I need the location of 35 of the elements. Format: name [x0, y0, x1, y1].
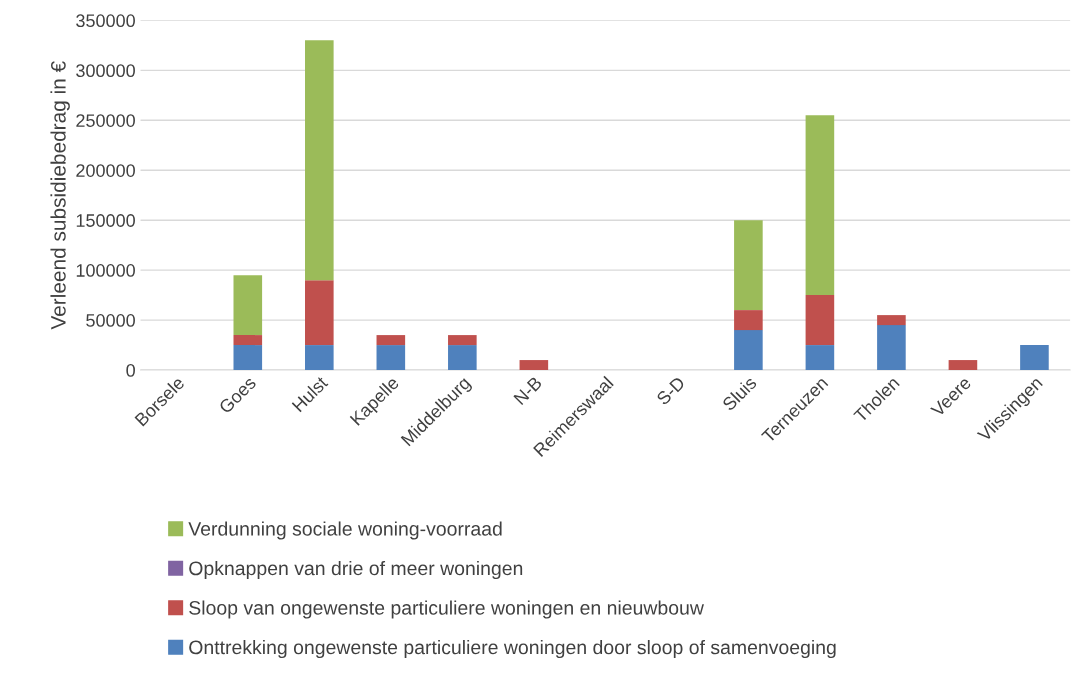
y-tick-label: 200000 — [76, 164, 135, 177]
bar — [305, 345, 334, 371]
bar — [448, 335, 477, 346]
y-tick-label: 0 — [126, 363, 135, 377]
bar — [877, 325, 906, 371]
bar — [1020, 345, 1049, 371]
bar — [734, 330, 763, 371]
bar — [948, 360, 978, 371]
bar — [805, 345, 835, 371]
bar — [734, 310, 763, 331]
bar — [734, 220, 763, 311]
y-tick-label: 100000 — [76, 264, 135, 277]
y-tick-label: 50000 — [86, 314, 135, 327]
y-tick-label: 350000 — [76, 14, 135, 28]
y-tick-label: 250000 — [76, 114, 135, 127]
bar — [877, 315, 906, 326]
bar — [448, 345, 477, 371]
y-tick-label: 150000 — [76, 214, 135, 227]
bar — [519, 360, 549, 371]
bar — [233, 335, 263, 346]
bar — [376, 335, 406, 346]
legend-label: Onttrekking ongewenste particuliere woningen door sloop of samenvoeging — [189, 639, 836, 659]
legend-label: Sloop van ongewenste particuliere woningen en nieuwbouw — [189, 600, 704, 619]
x-tick-label: S-D — [655, 375, 686, 406]
bar — [233, 275, 263, 336]
bar — [305, 280, 334, 346]
y-tick-label: 300000 — [76, 64, 135, 78]
legend-label: Opknappen van drie of meer woningen — [189, 560, 523, 580]
y-axis-title: Verleend subsidiebedrag in € — [50, 61, 70, 330]
bar — [376, 345, 406, 371]
bar — [805, 295, 835, 346]
bar — [805, 115, 835, 296]
legend-label: Verdunning sociale woning-voorraad — [188, 521, 502, 540]
bar — [233, 345, 263, 371]
bar — [305, 40, 334, 281]
